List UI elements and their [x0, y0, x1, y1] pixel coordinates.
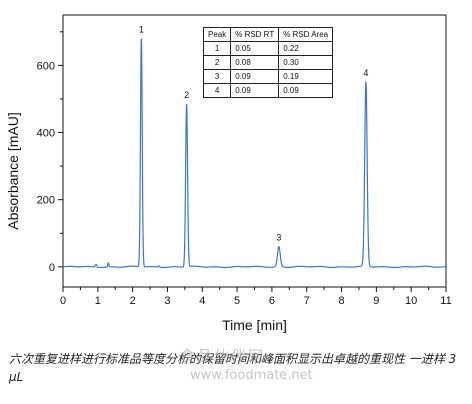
cell-peak: 2: [202, 55, 232, 70]
peak-label-1: 1: [139, 25, 144, 35]
y-tick-label: 200: [37, 195, 55, 207]
x-tick-label: 4: [199, 295, 205, 307]
x-tick-label: 3: [164, 295, 170, 307]
x-tick-label: 8: [338, 295, 344, 307]
cell-peak: 1: [202, 41, 232, 56]
header-peak: Peak: [202, 27, 232, 42]
header-rsd-rt: % RSD RT: [230, 27, 280, 42]
cell-rsd-rt: 0.09: [230, 83, 280, 98]
cell-rsd-rt: 0.09: [230, 69, 280, 84]
header-rsd-area: % RSD Area: [278, 27, 334, 42]
peak-label-3: 3: [276, 233, 281, 243]
cell-rsd-rt: 0.08: [230, 55, 280, 70]
table-row: 1 0.05 0.22: [202, 41, 334, 56]
x-tick-label: 0: [60, 295, 66, 307]
x-tick-label: 5: [234, 295, 240, 307]
cell-rsd-area: 0.19: [278, 69, 334, 84]
cell-rsd-area: 0.22: [278, 41, 334, 56]
cell-rsd-area: 0.09: [278, 83, 334, 98]
table-row: 4 0.09 0.09: [202, 83, 334, 98]
y-tick-label: 600: [37, 60, 55, 72]
rsd-table: Peak % RSD RT % RSD Area 1 0.05 0.22 2 0…: [202, 27, 334, 98]
peak-label-4: 4: [363, 68, 368, 78]
x-tick-label: 7: [304, 295, 310, 307]
cell-rsd-rt: 0.05: [230, 41, 280, 56]
x-tick-label: 11: [440, 295, 451, 307]
figure-caption: 六次重复进样进行标准品等度分析的保留时间和峰面积显示出卓越的重现性 一进样 3 …: [9, 352, 457, 384]
table-row: 3 0.09 0.19: [202, 69, 334, 84]
y-tick-label: 400: [37, 128, 55, 140]
trace-group: [62, 38, 446, 269]
y-axis-title: Absorbance [mAU]: [5, 112, 21, 230]
table-row: 2 0.08 0.30: [202, 55, 334, 70]
y-tick-label: 0: [49, 262, 55, 274]
x-axis-title: Time [min]: [222, 317, 287, 333]
cell-peak: 4: [202, 83, 232, 98]
chromatogram-trace: [62, 38, 446, 269]
table-header-row: Peak % RSD RT % RSD Area: [202, 27, 334, 42]
peak-label-2: 2: [184, 90, 189, 100]
cell-rsd-area: 0.30: [278, 55, 334, 70]
cell-peak: 3: [202, 69, 232, 84]
x-tick-label: 6: [269, 295, 275, 307]
x-tick-label: 1: [95, 295, 101, 307]
x-tick-label: 9: [373, 295, 379, 307]
x-tick-label: 10: [405, 295, 417, 307]
x-tick-label: 2: [130, 295, 136, 307]
